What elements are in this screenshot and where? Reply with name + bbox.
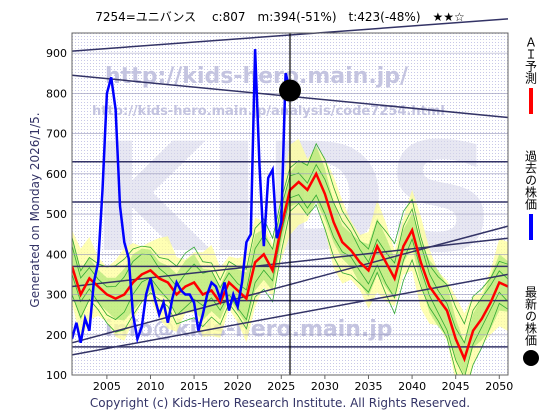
legend-item-past-price: 過去の株価	[519, 150, 543, 240]
x-tick-label: 2035	[354, 380, 382, 393]
y-tick-label: 700	[46, 128, 67, 141]
legend-item-latest-price: 最新の株価	[519, 286, 543, 366]
x-tick-label: 2020	[224, 380, 252, 393]
y-tick-label: 900	[46, 47, 67, 60]
legend-marker-black	[523, 350, 539, 366]
x-tick-label: 2050	[485, 380, 513, 393]
y-tick-label: 200	[46, 329, 67, 342]
legend-swatch-blue	[529, 214, 533, 240]
x-tick-label: 2040	[398, 380, 426, 393]
watermark-url-analysis: http://kids-hero.main.jp/analysis/code72…	[92, 104, 445, 119]
x-tick-label: 2010	[136, 380, 164, 393]
y-tick-label: 300	[46, 289, 67, 302]
legend-label: 最新の株価	[523, 286, 538, 346]
forecast-band-outer	[72, 138, 508, 375]
latest-price-marker	[279, 79, 301, 102]
x-tick-label: 2015	[180, 380, 208, 393]
y-tick-label: 500	[46, 208, 67, 221]
y-tick-label: 600	[46, 168, 67, 181]
chart-header: 7254=ユニバンス c:807 m:394(-51%) t:423(-48%)…	[95, 10, 465, 24]
x-tick-label: 2005	[93, 380, 121, 393]
y-tick-label: 800	[46, 87, 67, 100]
legend-label: ＡＩ予測	[523, 36, 538, 84]
x-tick-label: 2030	[311, 380, 339, 393]
generated-date: Generated on Monday 2026/1/5.	[28, 112, 42, 308]
legend-item-ai-forecast: ＡＩ予測	[519, 36, 543, 114]
copyright-footer: Copyright (c) Kids-Hero Research Institu…	[89, 396, 471, 410]
x-tick-label: 2025	[267, 380, 295, 393]
legend-label: 過去の株価	[523, 150, 538, 210]
y-tick-label: 400	[46, 248, 67, 261]
legend-swatch-red	[529, 88, 533, 114]
plot-frame	[71, 32, 509, 376]
y-tick-label: 100	[46, 369, 67, 382]
x-tick-label: 2045	[442, 380, 470, 393]
past-price-line	[72, 49, 292, 344]
